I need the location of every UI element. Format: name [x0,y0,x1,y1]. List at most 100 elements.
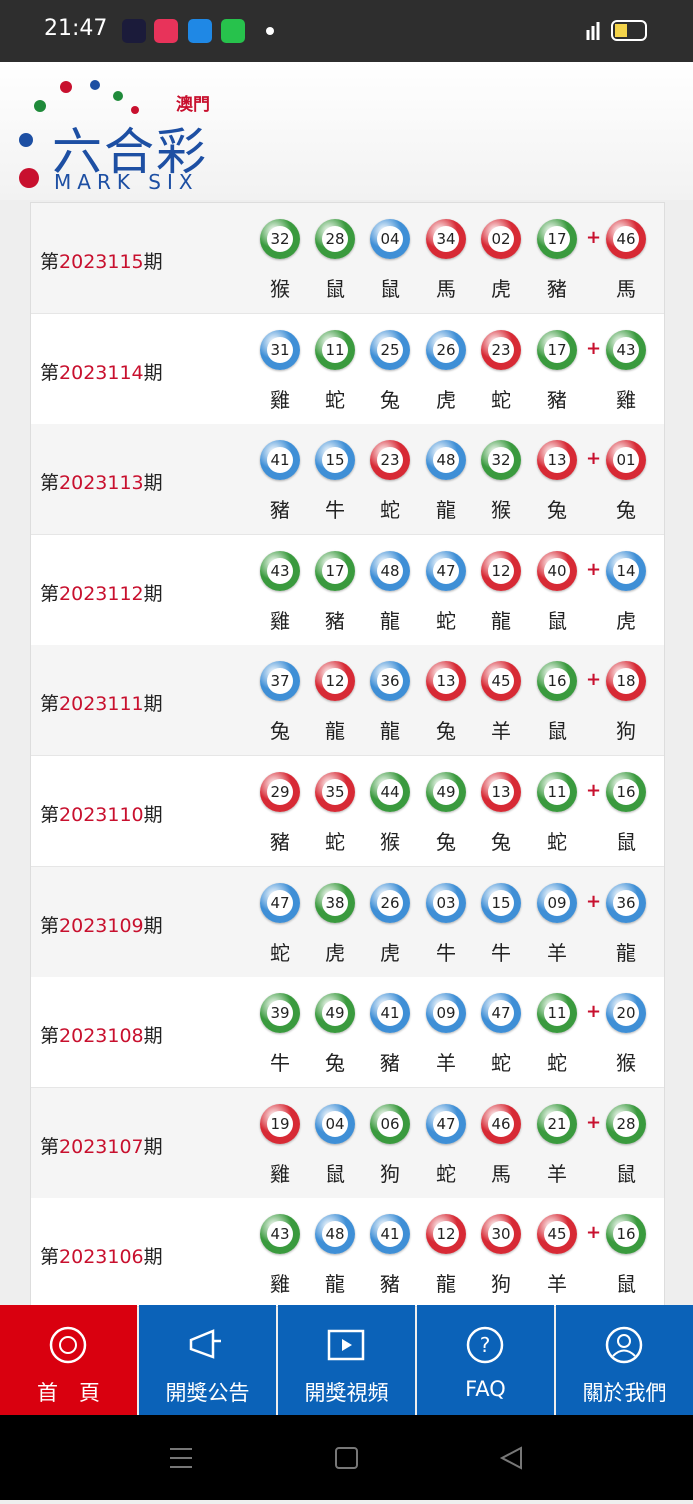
system-buttons [170,1446,522,1470]
ball-number: 12 [322,668,348,695]
zodiac: 馬 [616,277,636,301]
ball: 28 [315,219,355,259]
plus-sign: + [586,448,602,470]
issue: 第2023111期 [40,689,163,716]
draw-row: 第2023113期 41 豬 15 牛 23 蛇 48 龍 32 猴 13 兔 +01 兔 [31,424,664,536]
ball: 47 [426,1103,466,1144]
zodiac: 猴 [491,498,511,523]
ball: 12 [315,661,355,702]
ball-number: 43 [267,1221,293,1248]
ball: 26 [370,882,410,923]
ball: 11 [315,329,355,370]
ball: 21 [537,1103,577,1144]
zodiac: 羊 [547,940,567,965]
zodiac: 龍 [436,498,456,523]
nav-item[interactable]: 開獎視頻 [278,1305,415,1415]
ball-number: 49 [433,779,459,805]
header: 澳門 六合彩 MARK SIX [0,62,693,200]
special-ball: 20 [606,993,646,1034]
zodiac: 蛇 [325,387,345,412]
issue: 第2023113期 [40,468,163,495]
icon [605,1326,643,1364]
ball-number: 01 [613,447,639,474]
status-icons [122,19,647,43]
issue: 第2023106期 [40,1242,163,1269]
region: 澳門 [176,95,210,115]
zodiac: 兔 [547,498,567,523]
zodiac: 兔 [491,830,511,854]
zodiac: 蛇 [270,940,290,965]
ball: 49 [315,993,355,1034]
zodiac: 蛇 [547,1051,567,1076]
icon [327,1329,365,1361]
ball: 13 [537,440,577,481]
zodiac: 龍 [436,1272,456,1297]
ball-number: 26 [377,889,403,916]
zodiac: 鼠 [325,1161,345,1186]
zodiac: 兔 [616,498,636,523]
zodiac: 蛇 [380,498,400,523]
ball-number: 15 [488,889,514,916]
ball: 17 [315,550,355,591]
issue-suffix: 期 [143,251,163,273]
ball-number: 09 [433,1000,459,1027]
ball-number: 48 [377,557,403,584]
ball-number: 38 [322,889,348,916]
ball-number: 17 [322,557,348,584]
ball: 23 [370,440,410,481]
svg-text:?: ? [480,1333,491,1357]
ball: 13 [426,661,466,702]
zodiac: 雞 [616,387,636,412]
ball: 36 [370,661,410,702]
nav-label: 首 頁 [37,1381,100,1405]
nav-label: 開獎視頻 [304,1381,389,1405]
zodiac: 虎 [491,277,511,301]
issue-suffix: 期 [143,582,163,605]
ball: 43 [260,1214,300,1255]
ball: 48 [426,440,466,481]
draw-list: 第2023115期 32 猴 28 鼠 04 鼠 34 馬 02 虎 17 豬 +46 馬第2023114期… [30,202,665,1307]
nav-item[interactable]: 首 頁 [0,1305,137,1415]
special-ball: 43 [606,329,646,370]
zodiac: 兔 [270,719,290,744]
ball-number: 48 [322,1221,348,1248]
zodiac: 蛇 [491,1051,511,1076]
zodiac: 鼠 [547,719,567,744]
logo: 六合彩 [52,123,208,181]
draw-row: 第2023114期 31 雞 11 蛇 25 兔 26 虎 23 蛇 17 豬 +43 雞 [31,313,664,425]
draw-row: 第2023110期 29 豬 35 蛇 44 猴 49 兔 13 兔 11 蛇 +16 鼠 [31,756,664,867]
nav-item[interactable]: 開獎公告 [139,1305,276,1415]
zodiac: 蛇 [436,1161,456,1186]
zodiac: 兔 [380,387,400,412]
zodiac: 豬 [270,498,290,523]
ball-number: 06 [377,1110,403,1137]
issue-prefix: 第 [40,693,60,716]
ball: 31 [260,329,300,370]
zodiac: 豬 [547,277,567,301]
ball: 48 [370,550,410,591]
plus-sign: + [586,780,602,801]
ball-number: 47 [267,889,293,916]
ball-number: 31 [267,336,293,363]
ball: 29 [260,772,300,812]
nav-icon [278,1325,415,1365]
ball-number: 30 [488,1221,514,1248]
plus-sign: + [586,1222,602,1244]
ball-number: 23 [377,447,403,474]
ball: 13 [481,772,521,812]
ball: 03 [426,882,466,923]
ball: 16 [537,661,577,702]
nav-icon [556,1325,693,1365]
nav-item[interactable]: ? FAQ [417,1305,554,1415]
zodiac: 牛 [270,1051,290,1076]
zodiac: 龍 [380,719,400,744]
plus-sign: + [586,890,602,912]
zodiac: 鼠 [547,608,567,633]
zodiac: 龍 [380,608,400,633]
ball: 17 [537,219,577,259]
zodiac: 羊 [491,719,511,744]
draw-row: 第2023107期 19 雞 04 鼠 06 狗 47 蛇 46 馬 21 羊 +28 鼠 [31,1087,664,1199]
ball-number: 14 [613,557,639,584]
nav-item[interactable]: 關於我們 [556,1305,693,1415]
issue-prefix: 第 [40,804,60,826]
